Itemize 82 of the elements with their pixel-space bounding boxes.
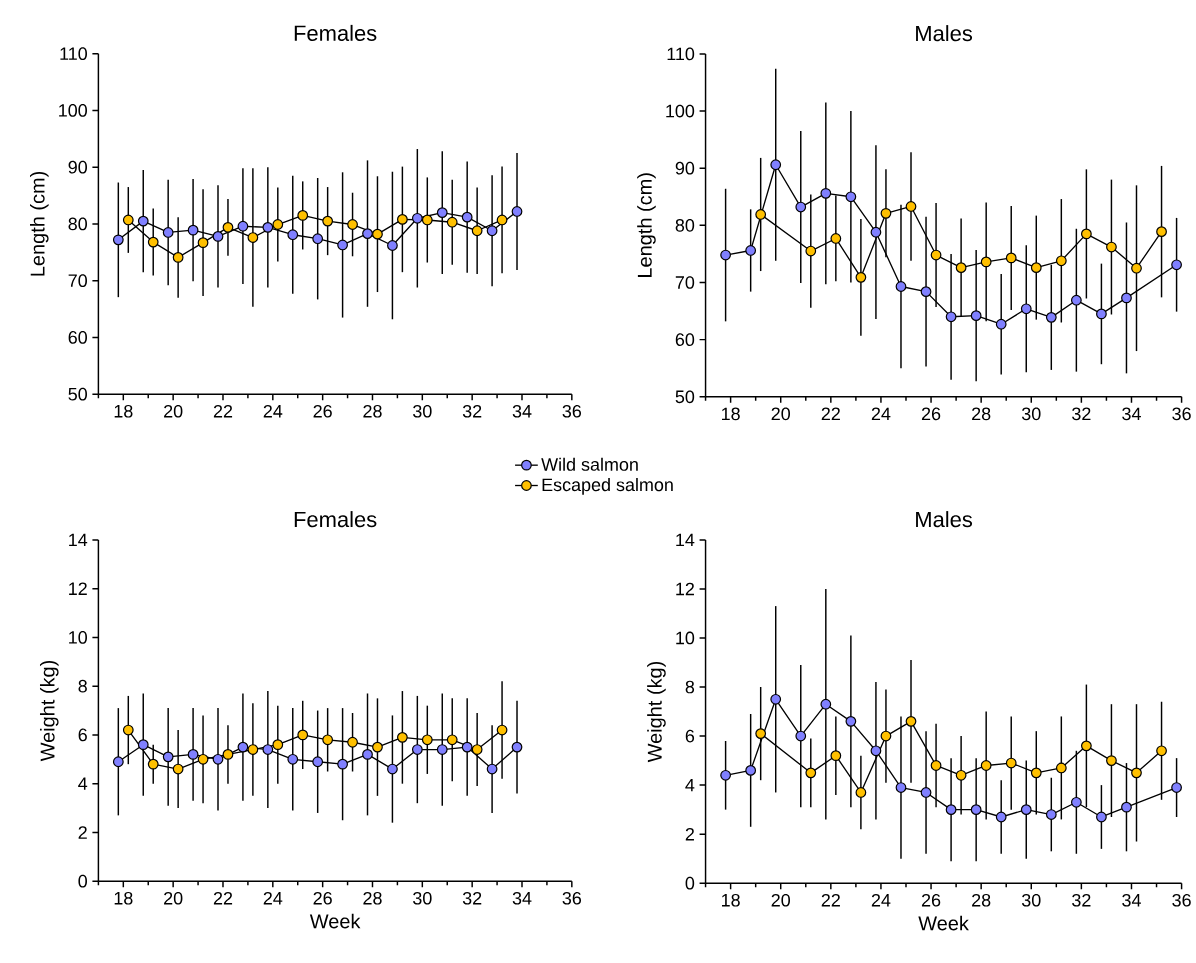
y-tick-label: 60 <box>675 333 695 346</box>
x-tick-label: 22 <box>213 891 233 905</box>
x-tick-label: 36 <box>1172 893 1191 907</box>
x-tick-label: 18 <box>722 893 740 907</box>
y-tick-label: 4 <box>78 777 88 790</box>
x-tick-label: 30 <box>1021 407 1041 421</box>
y-axis-title: Length (cm) <box>637 173 656 277</box>
y-tick-label: 80 <box>675 218 695 232</box>
y-tick-label: 100 <box>59 104 87 117</box>
y-tick-label: 50 <box>675 390 695 404</box>
legend-label: Escaped salmon <box>542 477 673 495</box>
y-tick-label: 14 <box>69 533 88 547</box>
x-tick-label: 20 <box>771 407 791 421</box>
y-tick-label: 90 <box>675 161 695 175</box>
x-axis-title: Week <box>309 913 361 929</box>
x-tick-label: 22 <box>821 407 840 420</box>
y-tick-label: 10 <box>676 631 695 645</box>
y-axis-title: Weight (kg) <box>39 660 59 762</box>
x-tick-label: 18 <box>114 891 133 905</box>
y-tick-label: 100 <box>666 104 695 118</box>
y-tick-label: 10 <box>69 631 87 644</box>
x-tick-label: 20 <box>164 891 183 905</box>
x-tick-label: 30 <box>1021 893 1041 907</box>
x-tick-label: 24 <box>871 407 891 420</box>
x-tick-label: 28 <box>363 891 382 905</box>
legend-label: Wild salmon <box>541 457 638 471</box>
x-tick-label: 18 <box>114 404 133 418</box>
x-tick-label: 34 <box>512 891 532 905</box>
x-tick-label: 22 <box>821 893 840 907</box>
x-tick-label: 26 <box>313 891 332 905</box>
x-tick-label: 24 <box>263 404 283 418</box>
chart-title: Males <box>916 25 973 42</box>
y-tick-label: 2 <box>78 826 87 839</box>
y-tick-label: 0 <box>78 874 88 888</box>
x-axis-title: Week <box>918 915 969 931</box>
y-tick-label: 14 <box>676 533 695 547</box>
y-tick-label: 12 <box>69 582 87 595</box>
x-tick-label: 28 <box>972 407 991 421</box>
y-tick-label: 4 <box>685 778 695 792</box>
y-tick-label: 12 <box>676 582 694 596</box>
x-tick-label: 36 <box>562 891 582 905</box>
y-axis-title: Length (cm) <box>30 171 49 276</box>
x-tick-label: 32 <box>1072 893 1091 907</box>
chart-title: Females <box>294 24 377 41</box>
y-axis-title: Weight (kg) <box>647 661 666 763</box>
y-tick-label: 110 <box>60 47 87 61</box>
x-tick-label: 20 <box>164 404 183 418</box>
y-tick-label: 70 <box>675 276 695 289</box>
x-tick-label: 36 <box>562 404 582 418</box>
y-tick-label: 6 <box>685 729 695 743</box>
x-tick-label: 26 <box>921 893 941 907</box>
x-tick-label: 24 <box>871 893 891 907</box>
x-tick-label: 20 <box>771 893 791 907</box>
y-tick-label: 2 <box>685 827 694 841</box>
x-tick-label: 28 <box>972 893 991 907</box>
x-tick-label: 30 <box>413 404 432 418</box>
y-tick-label: 80 <box>68 217 87 231</box>
x-tick-label: 36 <box>1172 407 1191 421</box>
x-tick-label: 32 <box>462 891 482 905</box>
y-tick-label: 0 <box>685 876 695 890</box>
y-tick-label: 8 <box>78 679 87 693</box>
x-tick-label: 28 <box>363 404 382 418</box>
chart-title: Males <box>916 511 973 528</box>
x-tick-label: 34 <box>1122 407 1141 421</box>
y-tick-label: 6 <box>78 728 87 742</box>
x-tick-label: 24 <box>263 891 283 905</box>
x-tick-label: 32 <box>462 404 482 418</box>
y-tick-label: 8 <box>685 680 695 694</box>
chart-title: Females <box>294 511 377 528</box>
y-tick-label: 60 <box>68 331 87 344</box>
y-tick-label: 50 <box>68 387 87 401</box>
y-tick-label: 70 <box>68 274 87 288</box>
x-tick-label: 32 <box>1072 407 1091 421</box>
x-tick-label: 18 <box>722 407 740 421</box>
x-tick-label: 34 <box>1122 893 1141 907</box>
x-tick-label: 26 <box>921 407 941 421</box>
x-tick-label: 22 <box>213 404 233 418</box>
x-tick-label: 30 <box>413 891 432 905</box>
y-tick-label: 110 <box>667 47 695 61</box>
x-tick-label: 26 <box>313 404 332 418</box>
x-tick-label: 34 <box>512 404 532 418</box>
y-tick-label: 90 <box>68 160 87 174</box>
